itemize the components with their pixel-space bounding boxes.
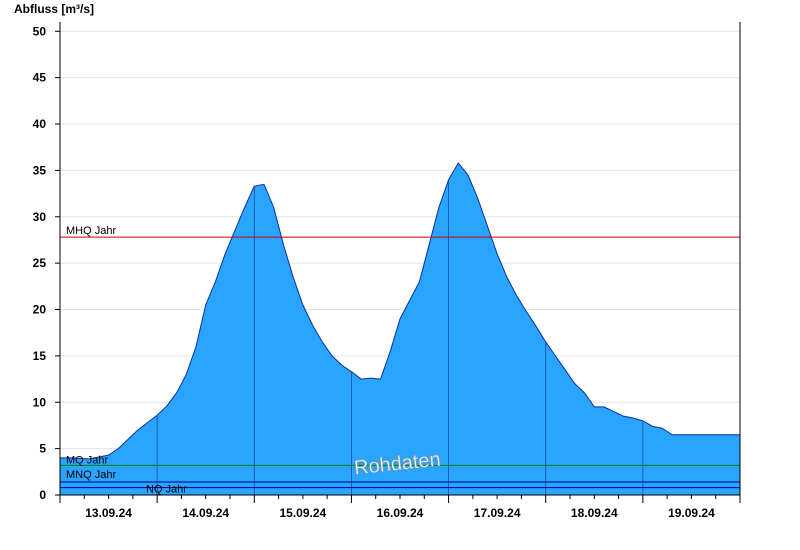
xtick-label: 13.09.24 bbox=[85, 506, 132, 520]
ytick-label: 20 bbox=[33, 303, 47, 317]
reference-lines: MHQ Jahr MQ Jahr MNQ Jahr NQ Jahr bbox=[60, 225, 740, 496]
xtick-label: 14.09.24 bbox=[182, 506, 229, 520]
ytick-label: 30 bbox=[33, 210, 47, 224]
ytick-label: 40 bbox=[33, 117, 47, 131]
reference-label: MNQ Jahr bbox=[66, 469, 116, 481]
discharge-line bbox=[60, 162, 740, 460]
ytick-label: 10 bbox=[33, 395, 47, 409]
ytick-label: 5 bbox=[39, 442, 46, 456]
discharge-fill bbox=[60, 162, 740, 496]
xtick-label: 17.09.24 bbox=[474, 506, 521, 520]
ytick-label: 25 bbox=[33, 256, 47, 270]
reference-label: MQ Jahr bbox=[66, 454, 109, 466]
ytick-label: 45 bbox=[33, 71, 47, 85]
reference-label: MHQ Jahr bbox=[66, 225, 116, 237]
y-axis-label: Abfluss [m³/s] bbox=[14, 2, 94, 16]
axes: 0 5 10 15 20 25 30 35 40 45 50 13.09.24 14.09.24 15.0… bbox=[33, 22, 741, 520]
discharge-area bbox=[60, 162, 740, 496]
xtick-label: 15.09.24 bbox=[279, 506, 326, 520]
reference-label: NQ Jahr bbox=[146, 484, 187, 496]
ytick-label: 15 bbox=[33, 349, 47, 363]
ytick-label: 35 bbox=[33, 163, 47, 177]
ytick-label: 0 bbox=[39, 488, 46, 502]
xtick-label: 16.09.24 bbox=[377, 506, 424, 520]
xtick-label: 19.09.24 bbox=[668, 506, 715, 520]
ytick-label: 50 bbox=[33, 24, 47, 38]
xtick-label: 18.09.24 bbox=[571, 506, 618, 520]
